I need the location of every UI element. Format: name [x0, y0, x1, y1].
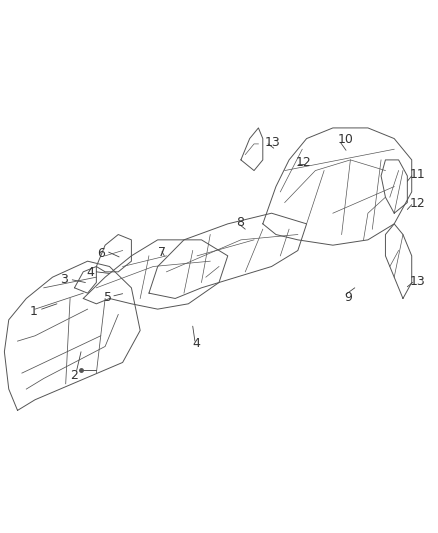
Text: 4: 4 — [86, 266, 94, 279]
Text: 2: 2 — [70, 369, 78, 382]
Text: 13: 13 — [410, 275, 425, 288]
Text: 12: 12 — [296, 156, 311, 169]
Text: 11: 11 — [410, 168, 425, 181]
Text: 4: 4 — [193, 337, 201, 350]
Text: 10: 10 — [337, 133, 353, 146]
Text: 7: 7 — [158, 246, 166, 259]
Text: 3: 3 — [60, 273, 68, 286]
Text: 9: 9 — [344, 291, 352, 304]
Text: 6: 6 — [97, 247, 105, 260]
Text: 5: 5 — [104, 291, 112, 304]
Text: 13: 13 — [265, 136, 281, 149]
Text: 8: 8 — [237, 216, 244, 229]
Text: 12: 12 — [410, 197, 425, 210]
Text: 1: 1 — [29, 305, 37, 318]
